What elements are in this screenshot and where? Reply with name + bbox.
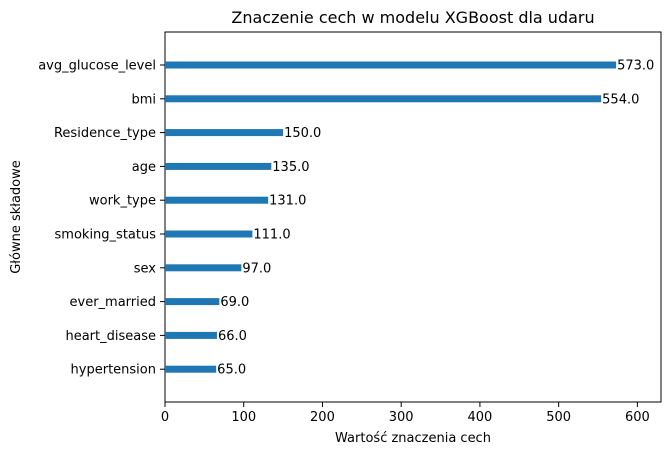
- bar: [165, 264, 242, 272]
- x-tick-label: 300: [389, 410, 414, 425]
- bar: [165, 162, 272, 170]
- y-tick-label: heart_disease: [65, 329, 156, 344]
- bar: [165, 331, 217, 339]
- bar: [165, 61, 617, 69]
- x-tick-label: 0: [161, 410, 169, 425]
- x-tick-label: 200: [310, 410, 335, 425]
- data-label: 150.0: [284, 126, 321, 141]
- x-axis-label: Wartość znaczenia cech: [335, 431, 491, 446]
- data-label: 573.0: [617, 59, 654, 74]
- y-tick-label: avg_glucose_level: [38, 59, 156, 74]
- y-tick-label: bmi: [131, 92, 156, 107]
- x-tick-label: 600: [625, 410, 650, 425]
- y-tick-label: Residence_type: [54, 126, 156, 141]
- y-tick-label: hypertension: [71, 363, 156, 378]
- y-axis-label: Główne składowe: [9, 160, 24, 274]
- y-tick-label: sex: [134, 261, 157, 276]
- data-label: 97.0: [242, 261, 271, 276]
- bar: [165, 365, 217, 373]
- y-tick-label: smoking_status: [55, 228, 157, 243]
- chart-title: Znaczenie cech w modelu XGBoost dla udar…: [231, 8, 594, 27]
- y-tick-label: ever_married: [70, 295, 157, 310]
- bar: [165, 196, 269, 204]
- data-label: 69.0: [220, 295, 249, 310]
- x-tick-label: 500: [546, 410, 571, 425]
- bar: [165, 129, 284, 137]
- data-label: 111.0: [253, 228, 290, 243]
- x-tick-label: 400: [468, 410, 493, 425]
- plot-frame: [164, 31, 662, 403]
- data-label: 131.0: [269, 194, 306, 209]
- y-tick-label: age: [132, 160, 156, 175]
- data-label: 554.0: [602, 92, 639, 107]
- data-label: 66.0: [218, 329, 247, 344]
- bar: [165, 230, 253, 238]
- data-label: 65.0: [217, 363, 246, 378]
- bar: [165, 298, 220, 306]
- plot-area: 0 100 200 300 400 500 600 avg_glucose_level 573.…: [38, 31, 662, 425]
- bar: [165, 95, 602, 103]
- y-tick-label: work_type: [89, 194, 156, 209]
- x-tick-label: 100: [231, 410, 256, 425]
- data-label: 135.0: [272, 160, 309, 175]
